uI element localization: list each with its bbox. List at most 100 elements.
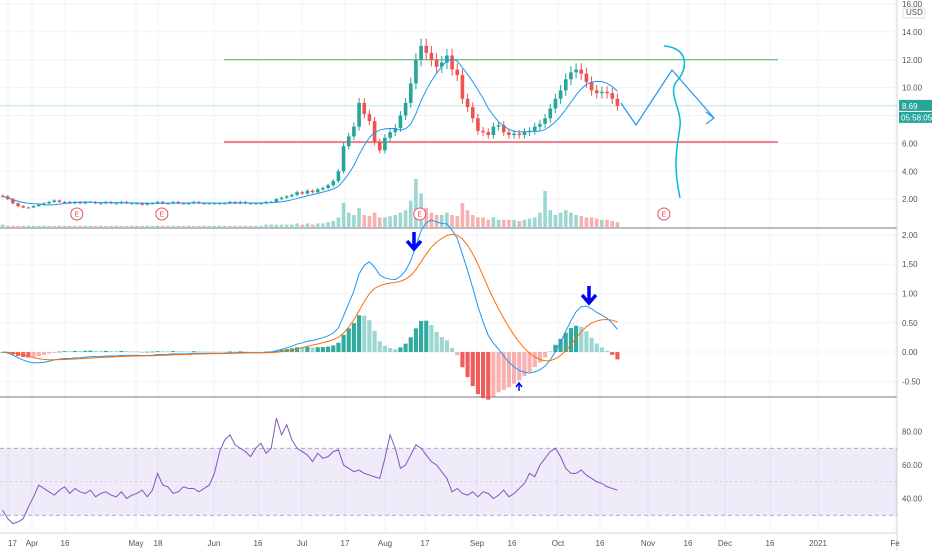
volume-bar [383, 217, 387, 227]
volume-bar [408, 200, 413, 227]
candle-body [424, 45, 429, 53]
candle [460, 69, 465, 104]
macd-histogram-bar [393, 349, 398, 353]
candle [326, 183, 330, 190]
macd-histogram-bar [444, 340, 449, 353]
earnings-marker[interactable]: E [70, 207, 84, 221]
macd-histogram-bar [341, 334, 346, 353]
macd-histogram-bar [227, 351, 232, 353]
macd-histogram-bar [315, 347, 320, 353]
macd-tick-label: 2.00 [902, 231, 918, 240]
candle [305, 189, 310, 195]
freehand-curve[interactable] [663, 45, 686, 199]
candle [424, 38, 429, 60]
candle [496, 121, 501, 131]
macd-histogram-bar [238, 351, 243, 353]
candle [331, 179, 336, 187]
macd-histogram-bar [181, 351, 186, 353]
volume-bar [610, 221, 615, 227]
volume-bar [305, 223, 310, 227]
candle [517, 129, 522, 139]
volume-bar [26, 225, 31, 227]
candle-body [52, 200, 57, 202]
candle [393, 124, 398, 137]
volume-bar [274, 224, 279, 227]
macd-histogram-bar [41, 352, 46, 355]
macd-histogram-bar [52, 352, 57, 353]
candle-body [21, 206, 26, 208]
macd-histogram-bar [403, 343, 408, 353]
currency-badge[interactable] [902, 7, 926, 19]
candle [481, 126, 485, 137]
earnings-marker[interactable]: E [657, 207, 671, 221]
volume-bar [284, 224, 289, 227]
candle-body [517, 133, 522, 136]
macd-histogram-bar [196, 351, 201, 353]
macd-histogram-bar [455, 352, 460, 356]
candle-body [207, 203, 212, 205]
projection-path[interactable] [620, 69, 715, 127]
candle [398, 111, 403, 133]
candle [352, 122, 356, 141]
candle [31, 205, 36, 209]
candle-body [284, 196, 289, 198]
volume-bar [491, 217, 496, 227]
macd-histogram-bar [501, 352, 506, 390]
candle [57, 199, 62, 203]
volume-bar [326, 222, 330, 227]
macd-histogram-bar [103, 350, 108, 353]
candle [300, 190, 305, 195]
macd-histogram-bar [78, 351, 83, 353]
earnings-icon[interactable] [657, 207, 671, 221]
volume-bar [98, 225, 103, 227]
macd-histogram-bar [295, 347, 300, 353]
currency-label[interactable]: USD [906, 8, 923, 17]
candle-body [574, 69, 578, 73]
candle-body [372, 121, 377, 142]
candle-body [408, 83, 413, 103]
macd-histogram-bar [336, 342, 341, 353]
candle [579, 63, 584, 80]
macd-trough-arrow[interactable] [515, 381, 523, 391]
earnings-marker[interactable]: E [413, 207, 427, 221]
candle [455, 63, 460, 82]
candle-body [0, 195, 5, 197]
volume-bar [605, 219, 609, 227]
time-tick-label: 18 [154, 539, 163, 548]
macd-histogram-bar [274, 350, 279, 353]
earnings-icon[interactable] [413, 207, 427, 221]
candle-body [135, 203, 139, 205]
macd-histogram-bar [460, 352, 465, 368]
candle-body [398, 115, 403, 129]
candle-body [248, 203, 253, 205]
candle-body [589, 82, 594, 91]
candle-body [491, 126, 496, 136]
earnings-icon[interactable] [155, 207, 169, 221]
candle-body [62, 201, 67, 203]
candle-body [543, 118, 547, 124]
earnings-icon[interactable] [70, 207, 84, 221]
volume-bar [279, 224, 284, 227]
candle-body [553, 98, 558, 109]
macd-histogram-bar [486, 352, 491, 400]
macd-peak-arrow[interactable] [405, 232, 423, 252]
time-tick-label: Fe [890, 539, 900, 548]
candle [367, 109, 372, 126]
macd-histogram-bar [331, 345, 336, 353]
macd-histogram-bar [563, 332, 568, 353]
macd-histogram-bar [31, 352, 36, 358]
candle [605, 86, 609, 99]
earnings-marker[interactable]: E [155, 207, 169, 221]
macd-histogram-bar [129, 351, 134, 353]
macd-peak-arrow[interactable] [580, 286, 598, 306]
volume-bar [486, 219, 491, 227]
macd-histogram-bar [377, 341, 382, 353]
volume-bar [155, 225, 160, 227]
candle-body [129, 203, 134, 205]
macd-histogram-bar [372, 330, 377, 353]
macd-histogram-bar [408, 337, 413, 353]
candle [155, 200, 160, 205]
candle-body [465, 98, 470, 108]
candle [310, 189, 315, 194]
